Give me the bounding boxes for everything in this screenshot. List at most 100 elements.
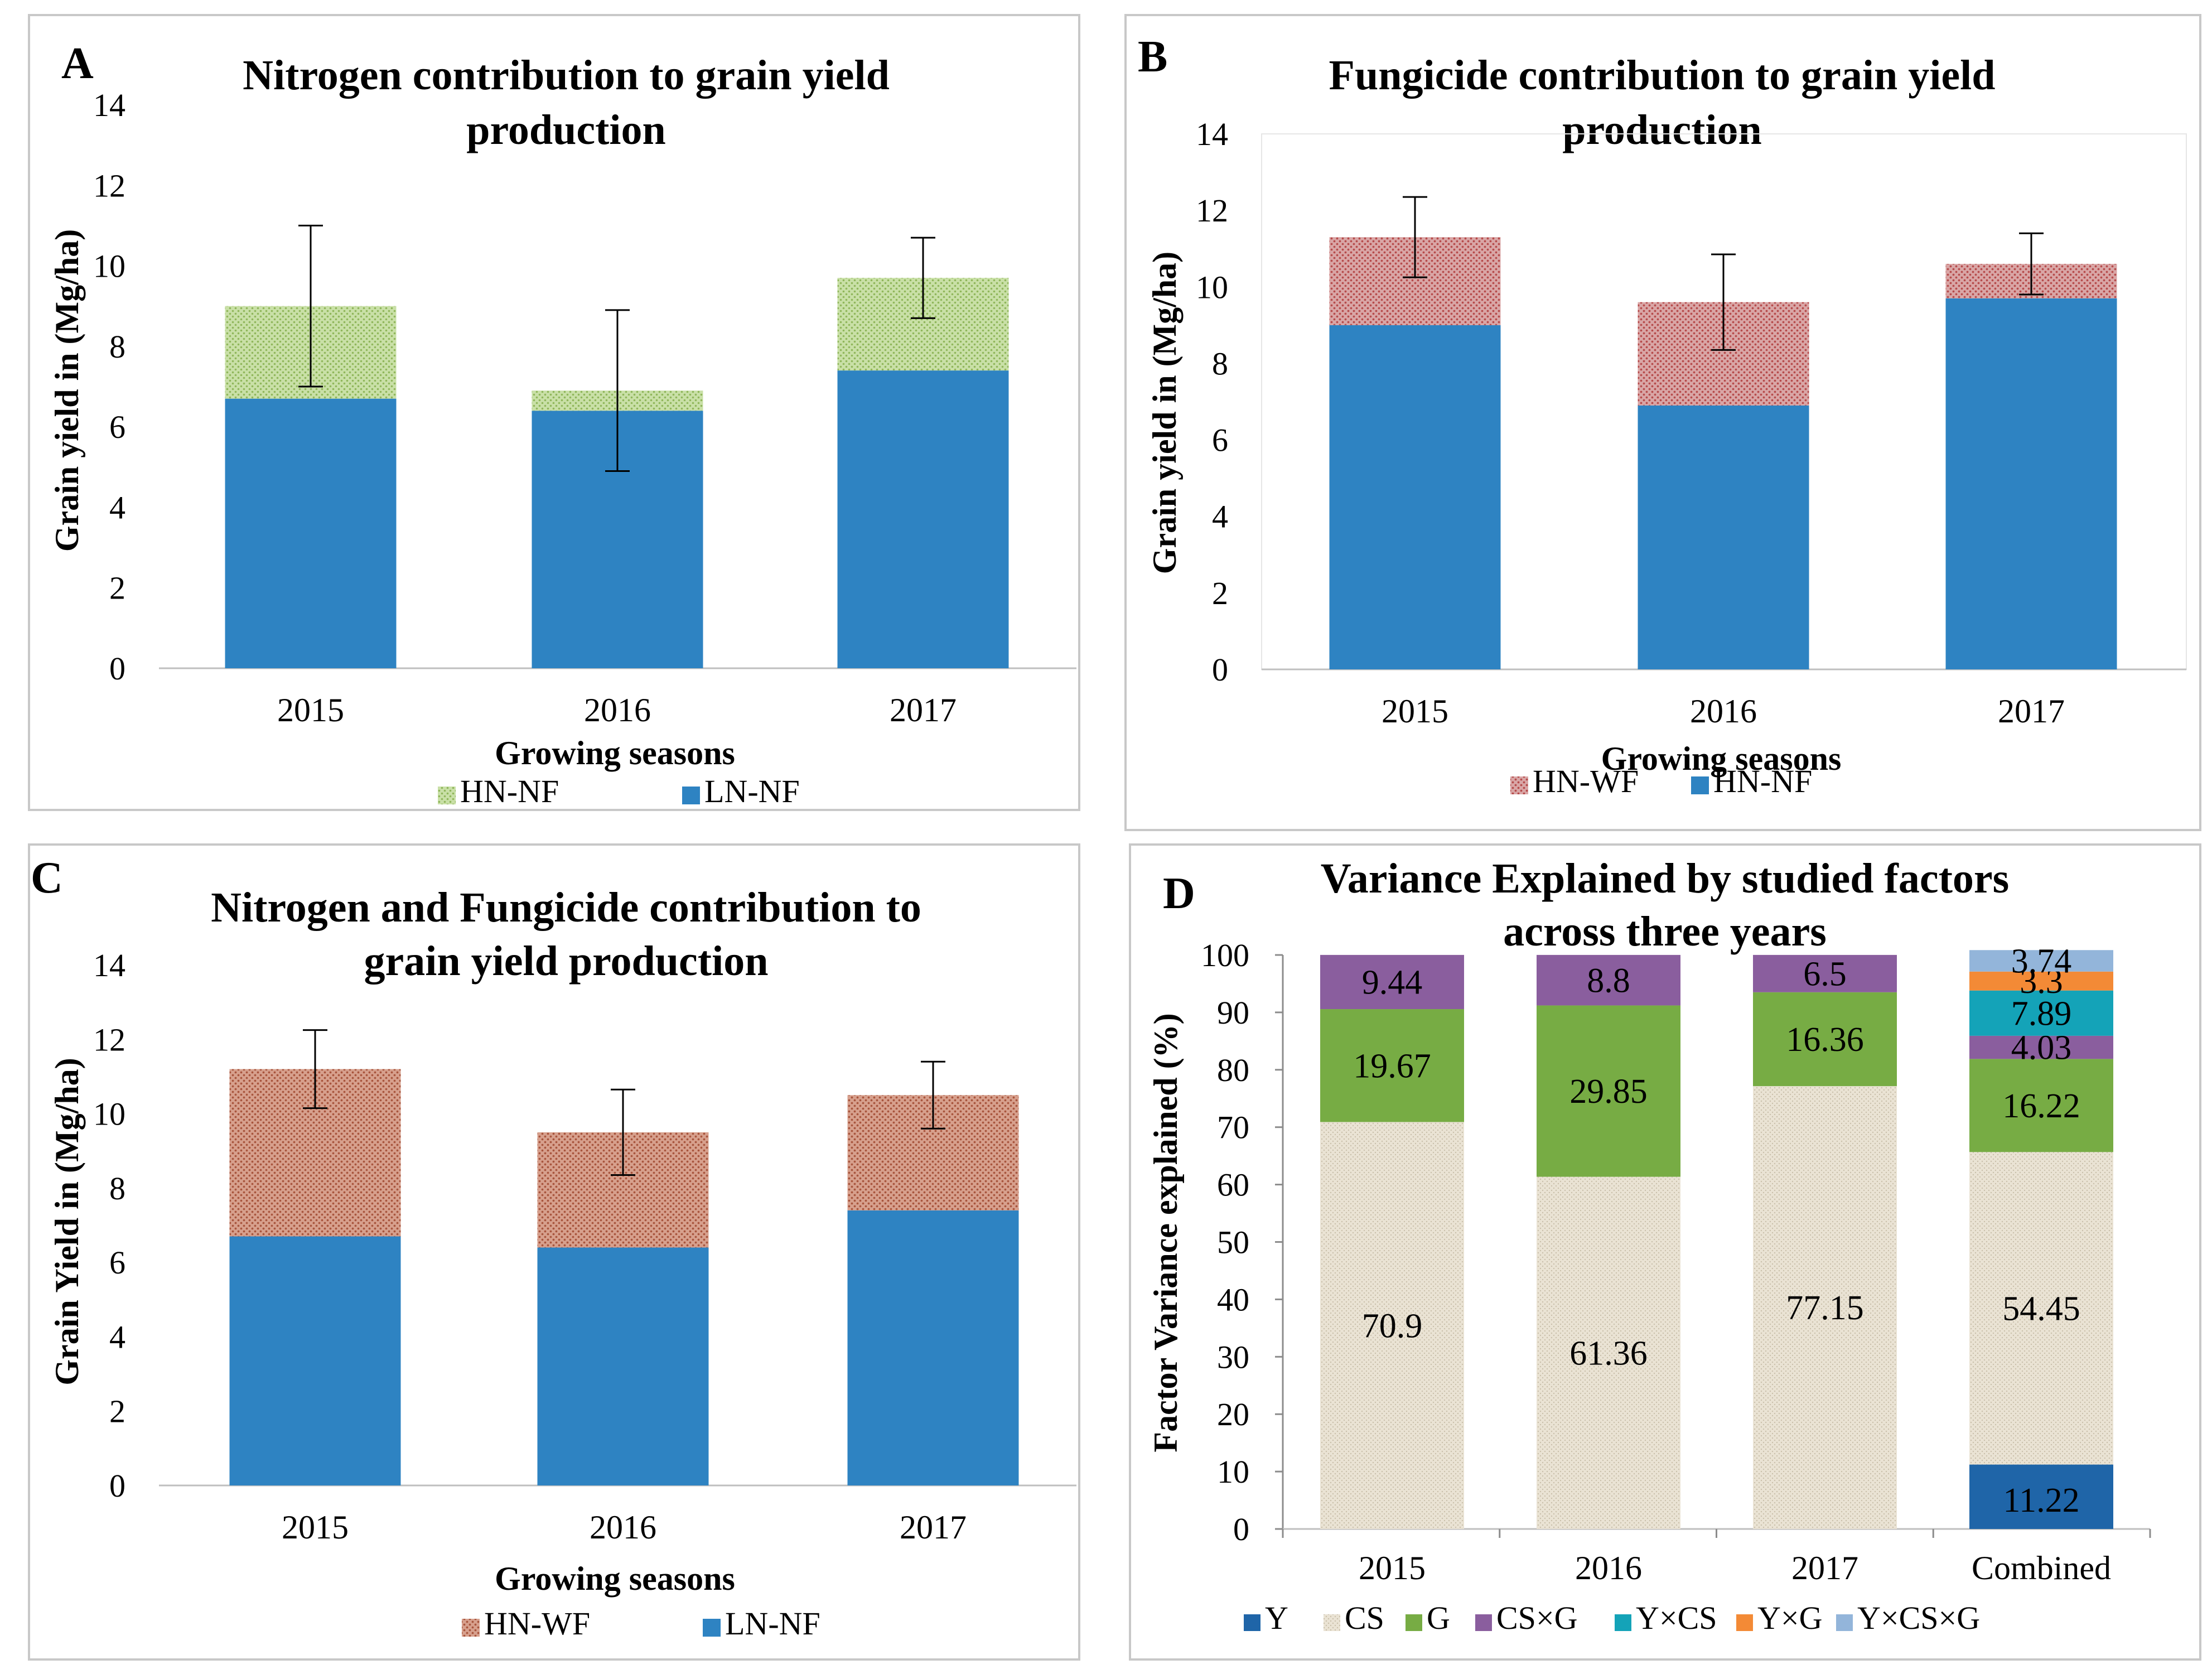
panel-label: D [1163,869,1195,918]
data-label: 16.22 [2002,1087,2080,1125]
bar-LN-NF-2016 [537,1247,709,1485]
y-tick-label: 2 [1212,575,1228,611]
chart-title-line: Fungicide contribution to grain yield [1329,52,1996,99]
y-tick-label: 4 [109,1319,125,1355]
y-axis-title: Grain yield in (Mg/ha) [49,229,85,552]
y-tick-label: 2 [109,570,125,606]
bar-CS×G-2015 [1320,954,1464,1010]
panel-label: B [1138,32,1167,81]
data-label: 29.85 [1569,1073,1648,1111]
y-axis-title: Grain Yield in (Mg/ha) [49,1058,85,1385]
y-tick-label: 12 [1196,192,1228,229]
y-axis: 0 10 20 30 40 50 60 70 80 90 100 [1201,937,1284,1547]
legend-swatch-HN-WF [1510,776,1528,794]
legend-swatch-Y×CS [1615,1614,1631,1631]
error-bars [303,1029,945,1176]
x-axis-title: Growing seasons [495,735,735,771]
y-tick-label: 40 [1217,1281,1249,1318]
y-tick-label: 10 [1217,1454,1249,1490]
bar-CS×G-2016 [1537,954,1680,1006]
x-category-label: 2015 [282,1509,349,1546]
y-tick-label: 12 [93,167,125,204]
chart-title-line: Nitrogen and Fungicide contribution to [211,884,921,931]
legend-swatch-LN-NF [682,787,700,804]
bar-LN-NF-2017 [837,370,1009,668]
bar-HN-NF-2016 [1638,405,1809,669]
x-category-label: 2015 [1359,1550,1426,1586]
bar-G-2015 [1320,1009,1464,1122]
y-axis: 0 2 4 6 8 10 12 14 [93,87,125,687]
chart-title-line: production [466,107,666,153]
x-category-label: 2017 [900,1509,967,1546]
panel-d: D Variance Explained by studied factors ac… [1129,843,2201,1661]
y-tick-label: 14 [93,947,125,983]
y-tick-label: 6 [109,409,125,445]
x-category-label: 2017 [890,692,957,729]
legend-swatch-HN-NF [1691,776,1709,794]
y-tick-label: 2 [109,1393,125,1430]
legend-label: Y×G [1757,1600,1822,1636]
legend: HN-WF HN-NF [1510,763,1812,799]
data-label: 7.89 [2011,995,2072,1033]
x-axis-title: Growing seasons [495,1560,735,1597]
bar-CS×G-2017 [1753,954,1897,992]
legend-swatch-HN-NF [438,787,456,804]
x-category-label: 2015 [1382,693,1448,730]
x-category-label: 2015 [277,692,344,729]
y-tick-label: 14 [93,87,125,123]
y-tick-label: 10 [93,248,125,284]
data-label: 9.44 [1362,964,1423,1002]
legend-swatch-Y×G [1736,1614,1753,1631]
legend-label: HN-WF [484,1605,590,1642]
chart-title-line: across three years [1503,908,1827,955]
y-tick-label: 12 [93,1021,125,1058]
bar-CS-2016 [1537,1176,1680,1529]
x-category-label: 2017 [1998,693,2065,730]
panel-c: C Nitrogen and Fungicide contribution to g… [28,843,1080,1661]
chart-title-line: Variance Explained by studied factors [1321,855,2009,902]
y-tick-label: 4 [1212,499,1228,535]
y-tick-label: 80 [1217,1052,1249,1088]
chart-title-line: production [1562,107,1762,153]
x-axis-title: Growing seasons [1601,740,1842,777]
bar-Y×CS-Combined [1969,990,2113,1036]
legend-label: HN-NF [1713,763,1812,799]
error-bars [298,224,935,472]
y-tick-label: 30 [1217,1339,1249,1375]
y-tick-label: 0 [1233,1511,1249,1547]
bar-G-2017 [1753,992,1897,1087]
y-tick-label: 100 [1201,937,1249,973]
bars: 11.22 70.9 61.36 77.15 54.45 19.67 29.85 16.36 1… [1320,943,2113,1529]
data-label: 61.36 [1569,1334,1648,1372]
y-tick-label: 0 [109,650,125,687]
data-label: 8.8 [1587,962,1630,1000]
bar-G-Combined [1969,1059,2113,1152]
legend-swatch-Y×CS×G [1836,1614,1853,1631]
data-label: 70.9 [1362,1307,1423,1345]
bar-CS×G-Combined [1969,1035,2113,1059]
data-label: 54.45 [2002,1290,2080,1328]
y-tick-label: 0 [109,1468,125,1504]
x-category-label: 2016 [1690,693,1757,730]
legend-swatch-Y [1244,1614,1260,1631]
panel-a: A Nitrogen contribution to grain yield pro… [28,14,1080,811]
y-tick-label: 6 [109,1244,125,1281]
error-bars [1403,196,2044,351]
bar-CS-Combined [1969,1152,2113,1465]
y-tick-label: 10 [93,1096,125,1132]
data-label: 11.22 [2003,1482,2079,1519]
legend-label: HN-NF [460,773,559,809]
y-axis-title: Grain yield in (Mg/ha) [1146,252,1183,574]
legend: HN-WF LN-NF [462,1605,820,1642]
y-tick-label: 50 [1217,1224,1249,1261]
legend: Y CS G CS×G Y×CS Y×G Y×CS×G [1244,1600,1980,1636]
y-tick-label: 8 [109,1170,125,1207]
y-tick-label: 8 [109,329,125,365]
y-tick-label: 4 [109,489,125,525]
y-tick-label: 0 [1212,652,1228,688]
y-axis: 0 2 4 6 8 10 12 14 [93,947,125,1504]
bar-Y×CS×G-Combined [1969,950,2113,972]
x-category-label: 2016 [1575,1550,1642,1586]
panel-label: A [61,39,94,88]
